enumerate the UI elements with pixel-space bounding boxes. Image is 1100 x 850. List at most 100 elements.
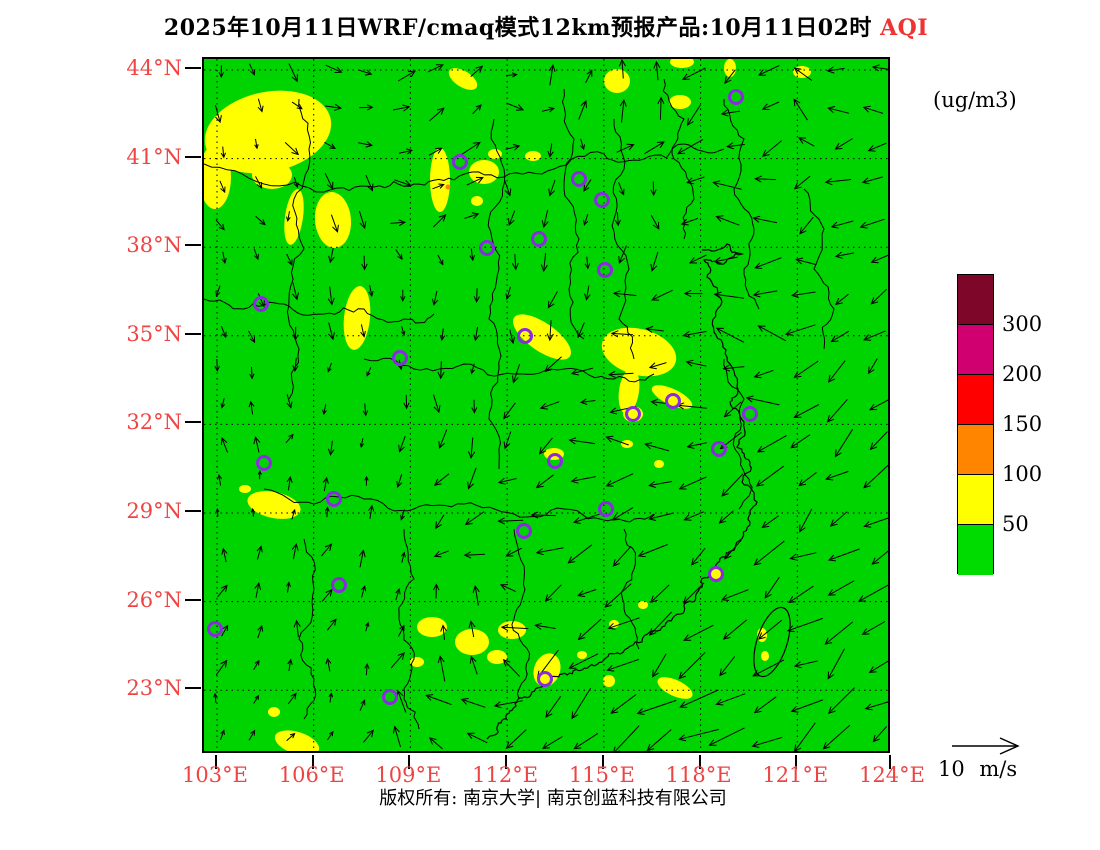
wind-arrow xyxy=(248,330,256,343)
wind-arrow xyxy=(321,589,333,602)
wind-arrow xyxy=(683,582,705,604)
city-marker xyxy=(728,89,744,105)
wind-arrow-head xyxy=(221,547,228,555)
wind-arrow-head xyxy=(258,299,265,308)
wind-arrow-head xyxy=(872,734,880,743)
wind-arrow-head xyxy=(290,692,297,700)
wind-arrow xyxy=(870,431,888,450)
wind-arrow xyxy=(650,584,670,603)
wind-arrow xyxy=(470,65,483,77)
wind-arrow xyxy=(793,99,808,121)
wind-arrow xyxy=(762,140,783,157)
wind-arrow xyxy=(504,431,512,449)
wind-arrow xyxy=(288,63,298,82)
wind-arrow-head xyxy=(619,98,627,107)
wind-arrow xyxy=(649,362,667,369)
wind-arrow xyxy=(794,360,819,378)
wind-arrow-head xyxy=(548,106,555,113)
city-marker xyxy=(382,689,398,705)
wind-arrow xyxy=(330,440,333,455)
wind-arrow-head xyxy=(220,584,228,593)
wind-arrow xyxy=(466,177,484,186)
wind-arrow xyxy=(470,621,475,638)
colorbar-segment xyxy=(958,275,993,325)
wind-arrow xyxy=(498,519,524,522)
wind-arrow xyxy=(571,687,592,719)
aqi-yellow-patch xyxy=(417,617,447,637)
colorbar-segment xyxy=(958,475,993,525)
wind-arrow-head xyxy=(686,442,695,449)
wind-arrow-head xyxy=(358,549,366,558)
wind-arrow-head xyxy=(398,444,405,453)
wind-arrow-head xyxy=(475,65,484,73)
wind-arrow xyxy=(325,105,341,109)
wind-arrow-head xyxy=(604,600,613,608)
wind-arrow-head xyxy=(685,359,694,367)
lon-tick xyxy=(889,755,891,769)
wind-arrow xyxy=(434,550,449,557)
lat-tick xyxy=(185,598,201,601)
wind-arrow-head xyxy=(473,296,480,304)
wind-arrow xyxy=(426,694,452,706)
lat-label: 29°N xyxy=(126,499,182,523)
aqi-yellow-patch xyxy=(638,601,648,609)
wind-arrow-head xyxy=(870,256,879,264)
wind-arrow xyxy=(255,215,266,225)
city-marker xyxy=(711,441,727,457)
wind-arrow xyxy=(252,508,254,517)
wind-arrow xyxy=(716,216,740,226)
wind-arrow-head xyxy=(432,583,440,591)
wind-arrow-head xyxy=(360,330,366,338)
wind-arrow-head xyxy=(612,290,621,298)
wind-arrow-head xyxy=(869,403,878,411)
wind-arrow xyxy=(621,59,624,79)
wind-arrow-head xyxy=(292,365,299,373)
wind-arrow xyxy=(834,428,854,457)
aqi-yellow-patch xyxy=(274,730,320,751)
wind-arrow xyxy=(613,292,637,297)
province-border xyxy=(286,98,312,400)
city-marker xyxy=(326,491,342,507)
wind-arrow-head xyxy=(683,634,692,641)
wind-arrow-head xyxy=(721,489,729,497)
wind-arrow-head xyxy=(292,292,299,301)
wind-arrow xyxy=(329,247,334,263)
wind-arrow-head xyxy=(577,330,584,339)
wind-arrow-head xyxy=(365,141,374,148)
units-label: (ug/m3) xyxy=(933,88,1017,112)
wind-arrow xyxy=(687,104,701,126)
wind-arrow xyxy=(721,110,740,115)
wind-arrow-head xyxy=(366,183,374,192)
wind-arrow xyxy=(583,179,592,192)
wind-arrow xyxy=(826,470,849,480)
wind-arrow xyxy=(326,618,337,631)
wind-arrow-head xyxy=(534,622,543,630)
aqi-yellow-patch xyxy=(448,68,478,90)
wind-arrow-head xyxy=(722,364,731,372)
wind-arrow-head xyxy=(793,98,801,107)
aqi-orange-patch xyxy=(445,184,451,190)
wind-arrow-head xyxy=(400,296,406,302)
wind-arrow-head xyxy=(293,619,301,628)
wind-arrow-head xyxy=(713,291,722,299)
province-border xyxy=(263,488,655,523)
aqi-yellow-patch xyxy=(577,651,587,659)
wind-arrow-head xyxy=(648,362,657,370)
colorbar-tick-label: 150 xyxy=(1002,412,1043,436)
wind-arrow xyxy=(222,146,225,158)
wind-arrow-head xyxy=(472,141,481,149)
wind-arrow xyxy=(253,660,260,670)
wind-arrow-head xyxy=(497,477,506,485)
wind-arrow xyxy=(824,621,854,645)
wind-arrow-head xyxy=(395,588,401,595)
lon-tick xyxy=(408,755,411,769)
wind-arrow xyxy=(464,553,486,556)
wind-arrow-head xyxy=(296,103,303,110)
lat-label: 38°N xyxy=(126,233,182,258)
wind-arrow xyxy=(503,402,516,419)
wind-arrow xyxy=(470,437,474,458)
aqi-yellow-patch xyxy=(618,368,640,414)
wind-arrow-head xyxy=(493,701,502,709)
wind-arrow xyxy=(321,543,332,557)
wind-arrow xyxy=(500,584,516,593)
